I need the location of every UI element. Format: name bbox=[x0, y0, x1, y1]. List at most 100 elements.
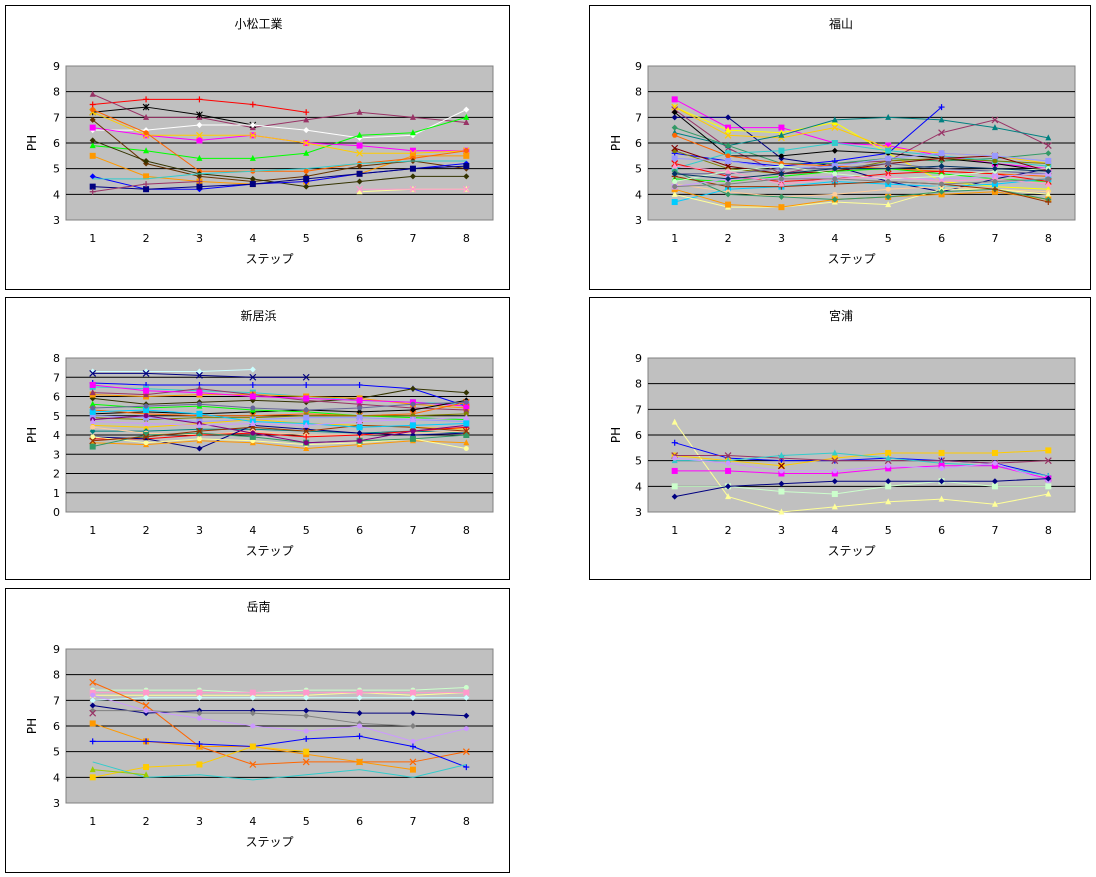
data-point bbox=[303, 689, 310, 696]
data-point bbox=[303, 381, 310, 388]
chart-fukuyama: 福山 3 4 5 6 7 8 9 1 2 3 4 5 6 7 8 ステップ PH bbox=[609, 16, 1076, 266]
data-point bbox=[1045, 447, 1052, 454]
y-tick-label: 6 bbox=[53, 137, 60, 150]
data-point bbox=[143, 419, 150, 426]
x-tick-label: 5 bbox=[885, 232, 892, 245]
data-point bbox=[89, 702, 96, 709]
data-point bbox=[196, 430, 203, 437]
y-tick-label: 3 bbox=[53, 797, 60, 810]
y-tick-label: 5 bbox=[53, 746, 60, 759]
data-point bbox=[196, 183, 203, 190]
series-line bbox=[92, 165, 467, 190]
data-point bbox=[831, 165, 838, 172]
data-point bbox=[356, 710, 363, 717]
data-point bbox=[885, 186, 891, 192]
data-point bbox=[303, 395, 310, 402]
data-point bbox=[992, 158, 998, 164]
data-point bbox=[409, 113, 416, 120]
x-tick-label: 2 bbox=[143, 815, 150, 828]
data-point bbox=[938, 154, 945, 162]
data-point bbox=[143, 147, 150, 154]
data-point bbox=[143, 423, 150, 430]
data-point bbox=[671, 493, 678, 500]
data-point bbox=[671, 439, 678, 446]
series-12 bbox=[92, 761, 467, 781]
y-tick-label: 4 bbox=[53, 188, 60, 201]
data-point bbox=[196, 689, 203, 696]
data-point bbox=[831, 147, 838, 154]
data-point bbox=[89, 368, 96, 375]
data-point bbox=[303, 433, 310, 440]
x-tick-label: 6 bbox=[938, 232, 945, 245]
data-point bbox=[463, 148, 469, 154]
data-point bbox=[249, 101, 256, 108]
x-tick-label: 5 bbox=[885, 524, 892, 537]
data-point bbox=[725, 181, 731, 187]
data-point bbox=[831, 457, 839, 465]
x-tick-label: 3 bbox=[778, 232, 785, 245]
data-point bbox=[778, 470, 785, 477]
y-tick-label: 9 bbox=[53, 60, 60, 73]
data-point bbox=[1045, 190, 1052, 197]
data-point bbox=[463, 399, 469, 405]
series-2 bbox=[89, 369, 310, 381]
data-point bbox=[303, 407, 309, 413]
data-point bbox=[409, 165, 416, 172]
x-tick-label: 4 bbox=[831, 524, 838, 537]
y-axis-label: PH bbox=[609, 135, 623, 151]
data-point bbox=[725, 467, 732, 474]
x-tick-label: 1 bbox=[671, 524, 678, 537]
x-tick-label: 2 bbox=[143, 232, 150, 245]
data-point bbox=[885, 142, 892, 149]
series-line bbox=[92, 109, 467, 139]
data-point bbox=[991, 483, 998, 490]
data-point bbox=[143, 406, 150, 413]
series-14 bbox=[92, 160, 467, 180]
chart-panel-gakunan: 岳南 3 4 5 6 7 8 9 1 2 3 4 5 6 7 8 ステップ PH bbox=[5, 588, 510, 873]
data-point bbox=[143, 391, 150, 398]
chart-panel-fukuyama: 福山 3 4 5 6 7 8 9 1 2 3 4 5 6 7 8 ステップ PH bbox=[589, 5, 1091, 290]
y-tick-label: 8 bbox=[635, 378, 642, 391]
data-point bbox=[356, 694, 363, 701]
y-tick-label: 4 bbox=[635, 188, 642, 201]
data-point bbox=[1045, 483, 1052, 490]
series-line bbox=[92, 426, 467, 436]
data-point bbox=[196, 371, 203, 379]
series-line bbox=[92, 401, 467, 417]
series-line bbox=[674, 175, 1049, 203]
data-point bbox=[196, 368, 203, 375]
data-point bbox=[303, 694, 310, 701]
data-point bbox=[991, 186, 998, 193]
x-tick-label: 5 bbox=[303, 524, 310, 537]
series-17 bbox=[356, 185, 470, 193]
data-point bbox=[357, 405, 363, 411]
data-point bbox=[778, 152, 785, 159]
data-point bbox=[991, 124, 998, 131]
data-point bbox=[671, 190, 678, 197]
data-point bbox=[303, 707, 310, 714]
data-point bbox=[196, 154, 203, 161]
data-point bbox=[89, 709, 97, 717]
data-point bbox=[832, 191, 838, 197]
data-point bbox=[303, 116, 310, 123]
data-point bbox=[885, 449, 892, 456]
series-9 bbox=[671, 475, 1052, 500]
data-point bbox=[356, 149, 363, 157]
y-axis-label: PH bbox=[609, 427, 623, 443]
chart-title: 新居浜 bbox=[240, 308, 276, 323]
data-point bbox=[89, 412, 96, 419]
data-point bbox=[89, 395, 96, 402]
data-point bbox=[356, 720, 363, 727]
data-point bbox=[249, 175, 256, 182]
data-point bbox=[463, 152, 470, 159]
series-11 bbox=[89, 743, 310, 781]
data-point bbox=[1045, 134, 1052, 141]
data-point bbox=[196, 740, 203, 747]
data-point bbox=[831, 181, 838, 188]
data-point bbox=[409, 766, 416, 773]
data-point bbox=[778, 163, 784, 169]
data-point bbox=[249, 373, 257, 381]
data-point bbox=[463, 414, 470, 421]
series-13 bbox=[89, 163, 470, 193]
data-point bbox=[142, 369, 150, 377]
